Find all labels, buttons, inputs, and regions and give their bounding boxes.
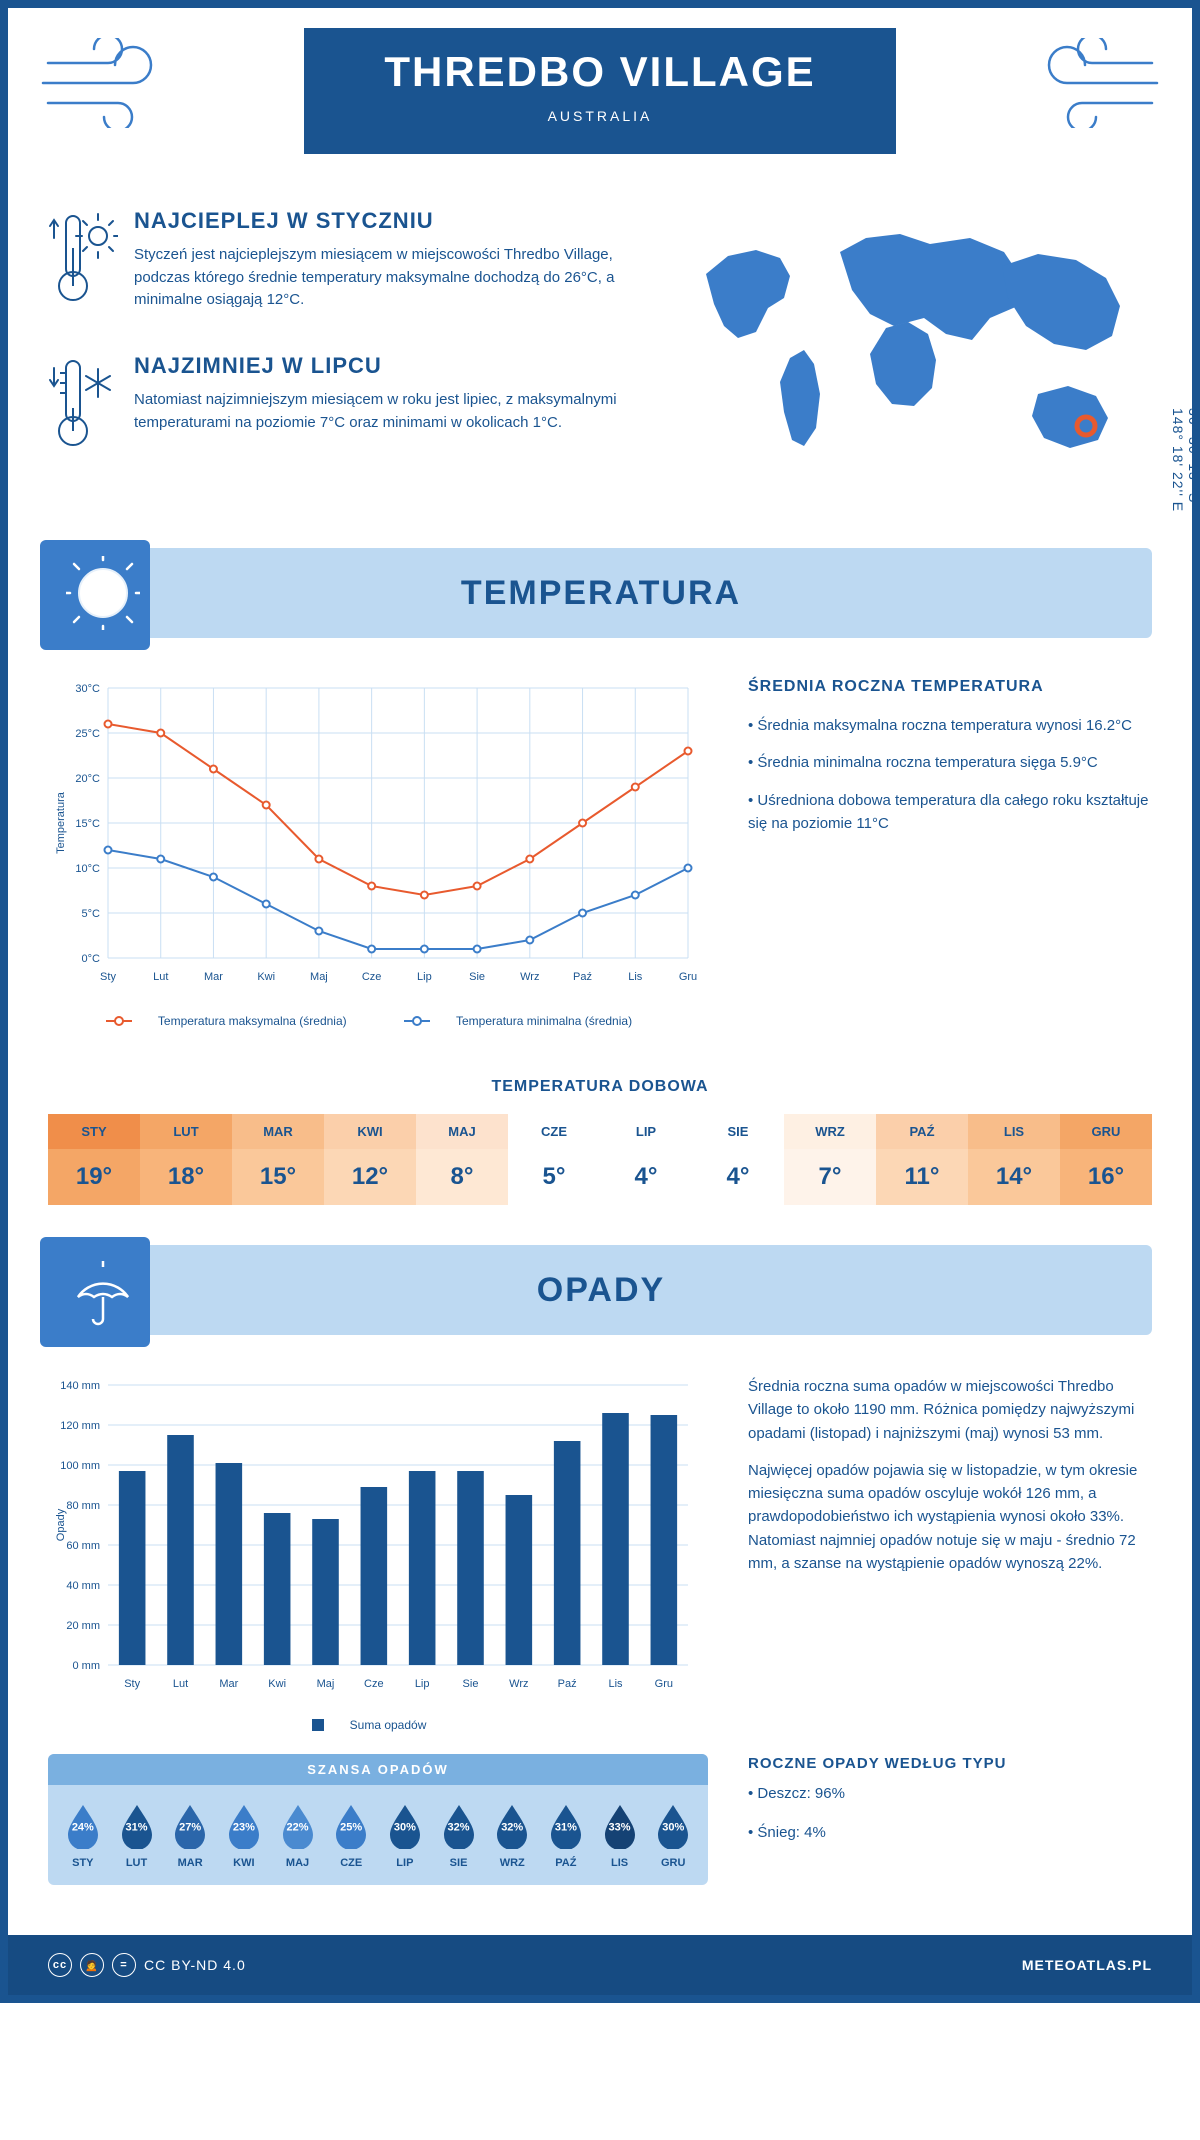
- precip-title: OPADY: [140, 1271, 1152, 1310]
- top-section: NAJCIEPLEJ W STYCZNIU Styczeń jest najci…: [8, 188, 1192, 528]
- svg-text:Kwi: Kwi: [257, 971, 275, 983]
- hottest-title: NAJCIEPLEJ W STYCZNIU: [134, 208, 642, 234]
- svg-text:25°C: 25°C: [75, 728, 100, 740]
- by-icon: 🙍: [80, 1953, 104, 1977]
- daily-temp-table: STY19°LUT18°MAR15°KWI12°MAJ8°CZE5°LIP4°S…: [48, 1114, 1152, 1205]
- temperature-row: 0°C 5°C 10°C 15°C 20°C 25°C 30°C Sty Lut Mar Kwi Ma…: [8, 638, 1192, 1048]
- svg-text:Gru: Gru: [655, 1678, 673, 1690]
- daily-temp-title: TEMPERATURA DOBOWA: [8, 1078, 1192, 1096]
- header: THREDBO VILLAGE AUSTRALIA: [8, 8, 1192, 188]
- svg-text:20°C: 20°C: [75, 773, 100, 785]
- site-name: METEOATLAS.PL: [1022, 1957, 1152, 1973]
- svg-text:Maj: Maj: [310, 971, 328, 983]
- precip-section-header: OPADY: [48, 1245, 1152, 1335]
- svg-text:0 mm: 0 mm: [73, 1660, 101, 1672]
- svg-text:Wrz: Wrz: [509, 1678, 528, 1690]
- svg-text:Sty: Sty: [100, 971, 116, 983]
- svg-text:Lip: Lip: [417, 971, 432, 983]
- svg-text:10°C: 10°C: [75, 863, 100, 875]
- temperature-title: TEMPERATURA: [140, 574, 1152, 613]
- svg-text:Sty: Sty: [124, 1678, 140, 1690]
- svg-text:Opady: Opady: [55, 1508, 67, 1541]
- wind-icon-left: [38, 38, 178, 133]
- temp-side-title: ŚREDNIA ROCZNA TEMPERATURA: [748, 678, 1152, 696]
- precip-area: 0 mm 20 mm 40 mm 60 mm 80 mm 100 mm 120 mm 140 …: [8, 1335, 1192, 1935]
- precip-legend: Suma opadów: [48, 1718, 708, 1734]
- svg-text:15°C: 15°C: [75, 818, 100, 830]
- svg-text:20 mm: 20 mm: [66, 1620, 100, 1632]
- location-title: THREDBO VILLAGE: [384, 48, 815, 96]
- svg-text:Lis: Lis: [608, 1678, 623, 1690]
- precip-side-text: Średnia roczna suma opadów w miejscowośc…: [748, 1375, 1152, 1589]
- coldest-title: NAJZIMNIEJ W LIPCU: [134, 353, 642, 379]
- svg-text:60 mm: 60 mm: [66, 1540, 100, 1552]
- svg-text:Maj: Maj: [317, 1678, 335, 1690]
- svg-text:Sie: Sie: [463, 1678, 479, 1690]
- coldest-text: Natomiast najzimniejszym miesiącem w rok…: [134, 389, 642, 434]
- wind-icon-right: [1022, 38, 1162, 133]
- svg-text:Lis: Lis: [628, 971, 643, 983]
- footer: cc 🙍 = CC BY-ND 4.0 METEOATLAS.PL: [8, 1935, 1192, 1995]
- svg-text:Paź: Paź: [558, 1678, 577, 1690]
- precip-by-type: ROCZNE OPADY WEDŁUG TYPU • Deszcz: 96%• …: [748, 1755, 1148, 1861]
- hottest-text: Styczeń jest najcieplejszym miesiącem w …: [134, 244, 642, 312]
- svg-text:Kwi: Kwi: [268, 1678, 286, 1690]
- svg-text:Temperatura: Temperatura: [55, 791, 67, 854]
- svg-text:Gru: Gru: [679, 971, 697, 983]
- svg-text:30°C: 30°C: [75, 683, 100, 695]
- license-text: CC BY-ND 4.0: [144, 1957, 246, 1973]
- svg-text:Lut: Lut: [153, 971, 168, 983]
- precip-bar-chart: 0 mm 20 mm 40 mm 60 mm 80 mm 100 mm 120 mm 140 …: [48, 1375, 708, 1734]
- hottest-fact: NAJCIEPLEJ W STYCZNIU Styczeń jest najci…: [48, 208, 642, 323]
- svg-text:Paź: Paź: [573, 971, 592, 983]
- svg-text:140 mm: 140 mm: [60, 1380, 100, 1392]
- rain-chance-panel: SZANSA OPADÓW 24%STY31%LUT27%MAR23%KWI22…: [48, 1754, 708, 1885]
- temperature-line-chart: 0°C 5°C 10°C 15°C 20°C 25°C 30°C Sty Lut Mar Kwi Ma…: [48, 678, 708, 1028]
- svg-text:0°C: 0°C: [82, 953, 101, 965]
- svg-text:5°C: 5°C: [82, 908, 101, 920]
- svg-text:40 mm: 40 mm: [66, 1580, 100, 1592]
- svg-text:100 mm: 100 mm: [60, 1460, 100, 1472]
- thermometer-snow-icon: [48, 353, 118, 468]
- by-type-title: ROCZNE OPADY WEDŁUG TYPU: [748, 1755, 1148, 1772]
- svg-text:Cze: Cze: [362, 971, 382, 983]
- svg-text:120 mm: 120 mm: [60, 1420, 100, 1432]
- page: THREDBO VILLAGE AUSTRALIA NAJCIEPLEJ W S…: [0, 0, 1200, 2003]
- svg-text:80 mm: 80 mm: [66, 1500, 100, 1512]
- coldest-fact: NAJZIMNIEJ W LIPCU Natomiast najzimniejs…: [48, 353, 642, 468]
- svg-text:Mar: Mar: [219, 1678, 238, 1690]
- svg-text:Sie: Sie: [469, 971, 485, 983]
- thermometer-sun-icon: [48, 208, 118, 323]
- rain-chance-title: SZANSA OPADÓW: [48, 1754, 708, 1785]
- world-map: [672, 208, 1152, 498]
- cc-icon: cc: [48, 1953, 72, 1977]
- umbrella-icon: [66, 1253, 140, 1327]
- svg-text:Lut: Lut: [173, 1678, 188, 1690]
- license: cc 🙍 = CC BY-ND 4.0: [48, 1953, 246, 1977]
- temperature-section-header: TEMPERATURA: [48, 548, 1152, 638]
- temperature-legend: Temperatura maksymalna (średnia) Tempera…: [48, 1011, 708, 1028]
- title-banner: THREDBO VILLAGE AUSTRALIA: [304, 28, 895, 154]
- temperature-side: ŚREDNIA ROCZNA TEMPERATURA • Średnia mak…: [748, 678, 1152, 849]
- facts: NAJCIEPLEJ W STYCZNIU Styczeń jest najci…: [48, 208, 642, 498]
- coordinates: 36° 30' 13'' S — 148° 18' 22'' E: [1170, 408, 1200, 528]
- svg-text:Cze: Cze: [364, 1678, 384, 1690]
- sun-icon: [66, 556, 140, 630]
- svg-text:Lip: Lip: [415, 1678, 430, 1690]
- svg-text:Mar: Mar: [204, 971, 223, 983]
- country: AUSTRALIA: [384, 108, 815, 124]
- svg-text:Wrz: Wrz: [520, 971, 539, 983]
- nd-icon: =: [112, 1953, 136, 1977]
